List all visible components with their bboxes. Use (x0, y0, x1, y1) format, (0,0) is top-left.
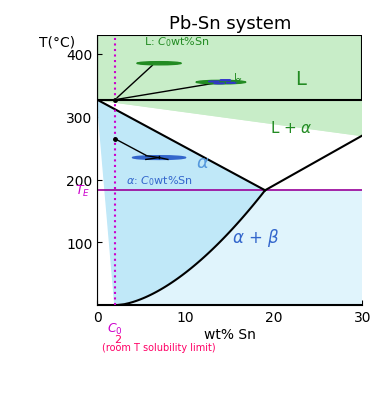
Circle shape (196, 81, 245, 85)
Text: $C_0$: $C_0$ (107, 321, 123, 336)
Circle shape (132, 156, 186, 160)
Text: L: L (295, 70, 306, 89)
Circle shape (137, 62, 181, 66)
Text: $\alpha$ + $\beta$: $\alpha$ + $\beta$ (232, 227, 280, 249)
Circle shape (208, 82, 219, 83)
Text: $\alpha$: $\alpha$ (234, 76, 242, 85)
Circle shape (226, 83, 237, 84)
Text: L: L (234, 73, 240, 83)
Text: $\alpha$: $C_0$wt%Sn: $\alpha$: $C_0$wt%Sn (125, 173, 193, 187)
Text: $\alpha$: $\alpha$ (196, 153, 210, 172)
Y-axis label: T(°C): T(°C) (39, 35, 76, 49)
Text: L + $\alpha$: L + $\alpha$ (270, 120, 313, 136)
Polygon shape (97, 36, 362, 136)
Polygon shape (97, 36, 362, 136)
Text: L: $C_0$wt%Sn: L: $C_0$wt%Sn (144, 35, 210, 49)
Polygon shape (97, 191, 362, 306)
Polygon shape (97, 100, 265, 306)
Text: 2: 2 (114, 334, 121, 344)
Text: $T_E$: $T_E$ (75, 183, 90, 198)
Circle shape (214, 84, 224, 85)
X-axis label: wt% Sn: wt% Sn (204, 327, 256, 341)
Text: (room T solubility limit): (room T solubility limit) (102, 342, 216, 352)
Title: Pb-Sn system: Pb-Sn system (169, 15, 291, 33)
